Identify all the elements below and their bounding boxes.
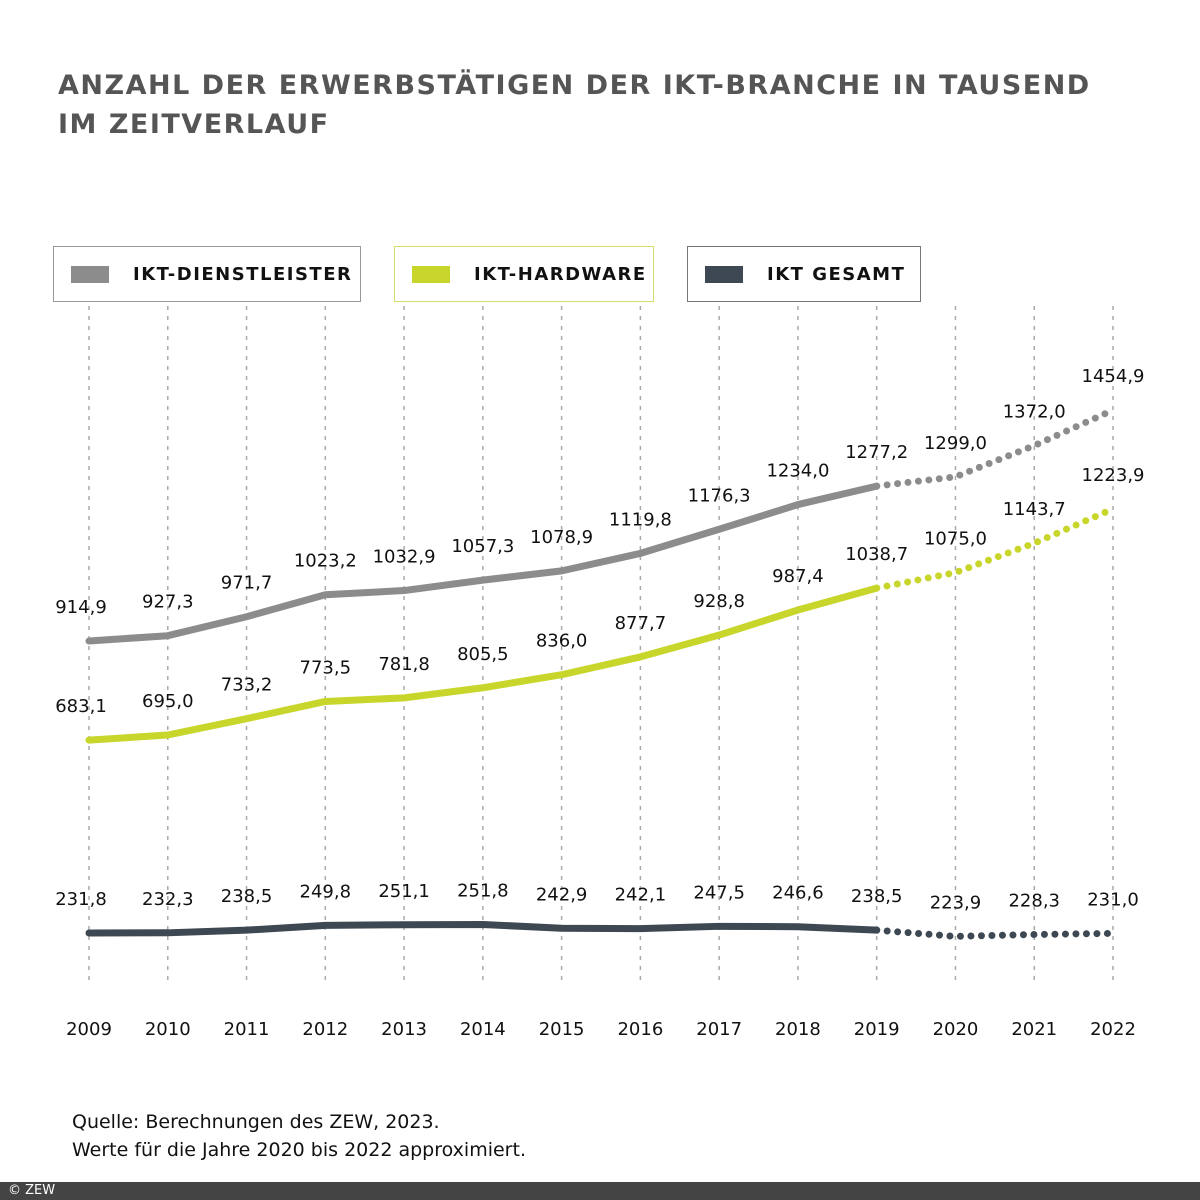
- data-label: 1119,8: [609, 509, 672, 530]
- data-label: 1032,9: [373, 547, 436, 568]
- data-label: 836,0: [536, 631, 588, 652]
- data-label: 246,6: [772, 883, 824, 904]
- x-tick-label: 2020: [933, 1019, 979, 1040]
- legend-item-hardware: IKT-HARDWARE: [394, 246, 654, 302]
- data-label: 228,3: [1008, 891, 1060, 912]
- data-label: 1372,0: [1003, 402, 1066, 423]
- data-label: 251,8: [457, 880, 509, 901]
- data-label: 773,5: [300, 657, 352, 678]
- data-label: 1023,2: [294, 551, 357, 572]
- legend-swatch: [705, 265, 743, 283]
- data-label: 1454,9: [1082, 366, 1145, 387]
- legend-label: IKT GESAMT: [767, 263, 906, 285]
- x-tick-label: 2010: [145, 1019, 191, 1040]
- legend-swatch: [71, 265, 109, 283]
- x-tick-label: 2011: [224, 1019, 270, 1040]
- data-label: 1277,2: [845, 442, 908, 463]
- data-label: 733,2: [221, 675, 273, 696]
- data-label: 1078,9: [530, 527, 593, 548]
- data-label: 1299,0: [924, 433, 987, 454]
- legend-swatch: [412, 265, 450, 283]
- series-projection-1: [873, 505, 1117, 592]
- legend-label: IKT-DIENSTLEISTER: [133, 263, 353, 285]
- x-tick-label: 2016: [617, 1019, 663, 1040]
- data-label: 1176,3: [688, 485, 751, 506]
- x-tick-label: 2014: [460, 1019, 506, 1040]
- data-label: 1038,7: [845, 544, 908, 565]
- x-tick-label: 2018: [775, 1019, 821, 1040]
- data-label: 231,0: [1087, 889, 1139, 910]
- data-label: 251,1: [378, 881, 430, 902]
- series-projection-2: [873, 926, 1117, 940]
- data-label: 1057,3: [451, 536, 514, 557]
- data-label: 971,7: [221, 573, 273, 594]
- data-label: 238,5: [221, 886, 273, 907]
- legend-label: IKT-HARDWARE: [474, 263, 647, 285]
- data-label: 231,8: [55, 889, 107, 910]
- chart-title: ANZAHL DER ERWERBSTÄTIGEN DER IKT-BRANCH…: [58, 66, 1091, 144]
- approximation-note: Werte für die Jahre 2020 bis 2022 approx…: [72, 1139, 526, 1161]
- data-label: 247,5: [693, 882, 745, 903]
- source-note: Quelle: Berechnungen des ZEW, 2023. Wert…: [72, 1108, 526, 1164]
- data-label: 781,8: [378, 654, 430, 675]
- data-label: 242,1: [615, 885, 667, 906]
- title-line-1: ANZAHL DER ERWERBSTÄTIGEN DER IKT-BRANCH…: [58, 70, 1091, 101]
- data-label: 877,7: [615, 613, 667, 634]
- data-label: 1223,9: [1082, 465, 1145, 486]
- x-tick-label: 2019: [854, 1019, 900, 1040]
- data-label: 695,0: [142, 691, 194, 712]
- data-label: 1075,0: [924, 529, 987, 550]
- x-tick-label: 2012: [302, 1019, 348, 1040]
- x-tick-label: 2009: [66, 1019, 112, 1040]
- data-label: 927,3: [142, 592, 194, 613]
- data-label: 1143,7: [1003, 499, 1066, 520]
- data-label: 914,9: [55, 597, 107, 618]
- data-label: 249,8: [300, 881, 352, 902]
- x-tick-label: 2022: [1090, 1019, 1136, 1040]
- data-label: 1234,0: [766, 461, 829, 482]
- data-label: 928,8: [693, 591, 745, 612]
- data-label: 987,4: [772, 566, 824, 587]
- x-tick-label: 2021: [1011, 1019, 1057, 1040]
- data-label: 805,5: [457, 644, 509, 665]
- title-line-2: IM ZEITVERLAUF: [58, 109, 330, 140]
- data-label: 683,1: [55, 696, 107, 717]
- series-projection-0: [873, 406, 1117, 490]
- data-label: 238,5: [851, 886, 903, 907]
- legend-item-dienstleister: IKT-DIENSTLEISTER: [53, 246, 361, 302]
- data-label: 223,9: [930, 892, 982, 913]
- data-label: 242,9: [536, 884, 588, 905]
- copyright-bar: © ZEW: [0, 1182, 1200, 1200]
- x-tick-label: 2015: [539, 1019, 585, 1040]
- x-tick-label: 2013: [381, 1019, 427, 1040]
- data-label: 232,3: [142, 889, 194, 910]
- source-line: Quelle: Berechnungen des ZEW, 2023.: [72, 1111, 440, 1133]
- legend-item-gesamt: IKT GESAMT: [687, 246, 921, 302]
- x-tick-label: 2017: [696, 1019, 742, 1040]
